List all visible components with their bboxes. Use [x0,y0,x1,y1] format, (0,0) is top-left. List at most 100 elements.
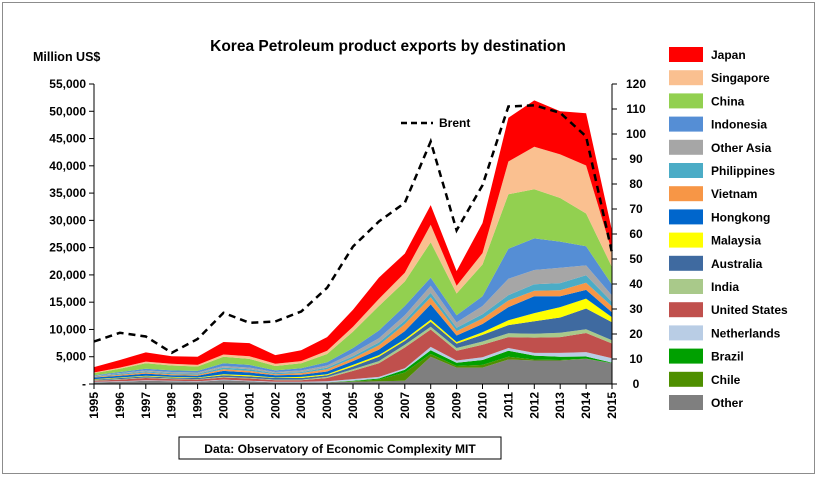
x-tick-label: 2007 [398,392,412,419]
legend-label-india: India [711,280,739,294]
legend-swatch-other [669,395,703,410]
legend-swatch-singapore [669,70,703,86]
area-japan [94,100,612,373]
x-tick-label: 2002 [268,392,282,419]
y2-tick-label: 50 [629,252,643,266]
y2-tick-label: 90 [629,152,643,166]
area-other-asia [94,265,612,377]
legend-label-vietnam: Vietnam [711,187,757,201]
legend-label-singapore: Singapore [711,71,770,85]
legend-swatch-brazil [669,348,703,364]
y-tick-label: 50,000 [49,104,86,118]
x-tick-label: 1995 [87,392,101,419]
y2-tick-label: 110 [626,102,646,116]
legend-swatch-australia [669,255,703,271]
y2-tick-label: 20 [629,327,643,341]
legend-label-chile: Chile [711,373,741,387]
x-tick-label: 2001 [242,392,256,419]
brent-line-group [93,104,614,355]
y-tick-label: 40,000 [49,159,86,173]
x-tick-label: 1999 [191,392,205,419]
y2-tick-label: 60 [629,227,643,241]
legend-swatch-japan [669,47,703,62]
export-chart: Korea Petroleum product exports by desti… [33,38,788,460]
legend-label-other-asia: Other Asia [711,141,772,155]
legend-label-united-states: United States [711,303,788,317]
stacked-areas [94,100,612,384]
x-tick-label: 2014 [579,392,593,419]
legend-label-brazil: Brazil [711,350,744,364]
y2-tick-label: 120 [626,77,646,91]
legend-label-australia: Australia [711,257,763,271]
chart-title: Korea Petroleum product exports by desti… [210,38,566,55]
x-tick-label: 2009 [450,392,464,419]
y-tick-label: 10,000 [49,322,86,336]
source-text: Data: Observatory of Economic Complexity… [204,442,476,456]
legend-label-philippines: Philippines [711,164,775,178]
y-tick-label: 35,000 [49,186,86,200]
legend-label-indonesia: Indonesia [711,118,767,132]
legend-swatch-hongkong [669,209,703,225]
legend-label-netherlands: Netherlands [711,326,781,340]
legend-swatch-china [669,93,703,109]
legend-label-hongkong: Hongkong [711,210,770,224]
brent-annotation: Brent [401,116,470,130]
area-hongkong [94,289,612,380]
brent-label: Brent [439,116,470,130]
legend-swatch-united-states [669,302,703,318]
y2-tick-label: 70 [629,202,643,216]
x-tick-label: 2010 [476,392,490,419]
legend-swatch-vietnam [669,186,703,202]
legend-swatch-malaysia [669,232,703,248]
legend-swatch-philippines [669,163,703,178]
y-tick-label: 45,000 [49,132,86,146]
tick-labels: - 5,000 10,000 15,000 20,000 25,000 30,000 35,0… [49,77,646,419]
x-tick-label: 2000 [217,392,231,419]
source-box [178,436,502,460]
x-tick-label: 1998 [165,392,179,419]
legend-swatch-indonesia [669,116,703,132]
y-tick-label: 25,000 [49,241,86,255]
y-tick-label: - [82,377,86,391]
area-india [94,326,612,381]
y-tick-label: 55,000 [49,77,86,91]
x-tick-label: 2008 [424,392,438,419]
legend-label-japan: Japan [711,48,746,62]
x-tick-label: 1997 [139,392,153,419]
y2-tick-label: 80 [629,177,643,191]
x-tick-label: 2011 [501,392,515,418]
x-tick-label: 2005 [346,392,360,419]
x-tick-label: 2015 [605,392,619,419]
source-note: Data: Observatory of Economic Complexity… [178,436,502,460]
area-china [94,189,612,376]
legend-swatch-india [669,279,703,294]
legend: Japan Singapore China Indonesia Other Asia Ph… [669,47,788,410]
x-tick-label: 2003 [294,392,308,419]
area-other [94,356,612,384]
x-tick-label: 2004 [320,392,334,419]
y-axis-title: Million US$ [33,50,100,64]
y2-tick-label: 10 [629,352,643,366]
y-tick-label: 20,000 [49,268,86,282]
y2-tick-label: 40 [629,277,643,291]
area-indonesia [94,238,612,376]
brent-line [93,104,614,355]
area-philippines [94,275,612,377]
y2-tick-label: 0 [633,377,640,391]
area-united-states [94,329,612,382]
x-tick-label: 2012 [527,392,541,419]
legend-label-malaysia: Malaysia [711,234,761,248]
chart-frame: Korea Petroleum product exports by desti… [2,2,815,474]
x-tick-label: 2006 [372,392,386,419]
y2-tick-label: 30 [629,302,643,316]
legend-swatch-other-asia [669,139,703,155]
axes [89,83,617,389]
y-tick-label: 5,000 [56,350,86,364]
x-tick-label: 1996 [113,392,127,419]
legend-label-china: China [711,94,745,108]
y-tick-label: 30,000 [49,213,86,227]
x-tick-label: 2013 [553,392,567,419]
area-singapore [94,146,612,374]
y2-tick-label: 100 [626,127,646,141]
legend-label-other: Other [711,396,743,410]
